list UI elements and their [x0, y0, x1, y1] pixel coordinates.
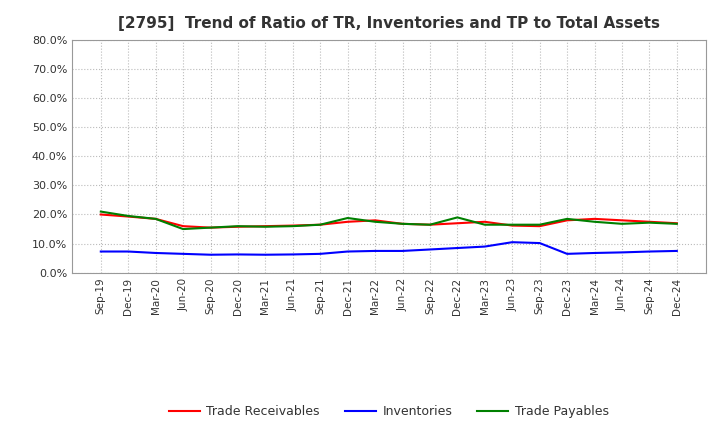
Inventories: [645, 249, 654, 254]
Inventories: [371, 248, 379, 253]
Trade Payables: [343, 215, 352, 220]
Line: Inventories: Inventories: [101, 242, 677, 255]
Trade Payables: [179, 227, 187, 232]
Inventories: [426, 247, 434, 252]
Trade Payables: [398, 221, 407, 227]
Trade Receivables: [590, 216, 599, 221]
Trade Payables: [590, 219, 599, 224]
Inventories: [343, 249, 352, 254]
Inventories: [261, 252, 270, 257]
Trade Payables: [206, 225, 215, 230]
Trade Receivables: [536, 224, 544, 229]
Trade Payables: [645, 220, 654, 225]
Inventories: [96, 249, 105, 254]
Inventories: [453, 246, 462, 251]
Inventories: [536, 240, 544, 246]
Trade Payables: [233, 224, 242, 229]
Inventories: [316, 251, 325, 257]
Trade Payables: [672, 221, 681, 227]
Trade Receivables: [343, 219, 352, 224]
Title: [2795]  Trend of Ratio of TR, Inventories and TP to Total Assets: [2795] Trend of Ratio of TR, Inventories…: [118, 16, 660, 32]
Trade Receivables: [453, 220, 462, 226]
Trade Payables: [261, 224, 270, 229]
Inventories: [233, 252, 242, 257]
Trade Receivables: [398, 221, 407, 227]
Trade Receivables: [96, 212, 105, 217]
Trade Receivables: [371, 218, 379, 223]
Inventories: [672, 248, 681, 253]
Trade Payables: [316, 222, 325, 227]
Line: Trade Payables: Trade Payables: [101, 212, 677, 229]
Trade Payables: [426, 222, 434, 227]
Inventories: [508, 239, 516, 245]
Inventories: [618, 250, 626, 255]
Inventories: [206, 252, 215, 257]
Trade Payables: [618, 221, 626, 227]
Trade Payables: [536, 222, 544, 227]
Trade Receivables: [206, 225, 215, 230]
Line: Trade Receivables: Trade Receivables: [101, 214, 677, 227]
Trade Receivables: [618, 218, 626, 223]
Trade Payables: [289, 224, 297, 229]
Trade Payables: [563, 216, 572, 221]
Trade Receivables: [316, 222, 325, 227]
Inventories: [289, 252, 297, 257]
Inventories: [124, 249, 132, 254]
Inventories: [480, 244, 489, 249]
Trade Payables: [508, 222, 516, 227]
Trade Receivables: [645, 219, 654, 224]
Trade Receivables: [124, 214, 132, 219]
Inventories: [563, 251, 572, 257]
Trade Payables: [480, 222, 489, 227]
Inventories: [179, 251, 187, 257]
Trade Receivables: [426, 222, 434, 227]
Trade Receivables: [151, 216, 160, 221]
Legend: Trade Receivables, Inventories, Trade Payables: Trade Receivables, Inventories, Trade Pa…: [164, 400, 613, 423]
Trade Payables: [124, 213, 132, 219]
Trade Receivables: [261, 224, 270, 229]
Trade Receivables: [563, 218, 572, 223]
Trade Payables: [371, 219, 379, 224]
Trade Receivables: [672, 220, 681, 226]
Trade Receivables: [233, 224, 242, 229]
Trade Receivables: [508, 223, 516, 228]
Inventories: [590, 250, 599, 256]
Inventories: [398, 248, 407, 253]
Trade Payables: [151, 216, 160, 221]
Inventories: [151, 250, 160, 256]
Trade Receivables: [289, 223, 297, 228]
Trade Payables: [453, 215, 462, 220]
Trade Receivables: [179, 224, 187, 229]
Trade Receivables: [480, 219, 489, 224]
Trade Payables: [96, 209, 105, 214]
